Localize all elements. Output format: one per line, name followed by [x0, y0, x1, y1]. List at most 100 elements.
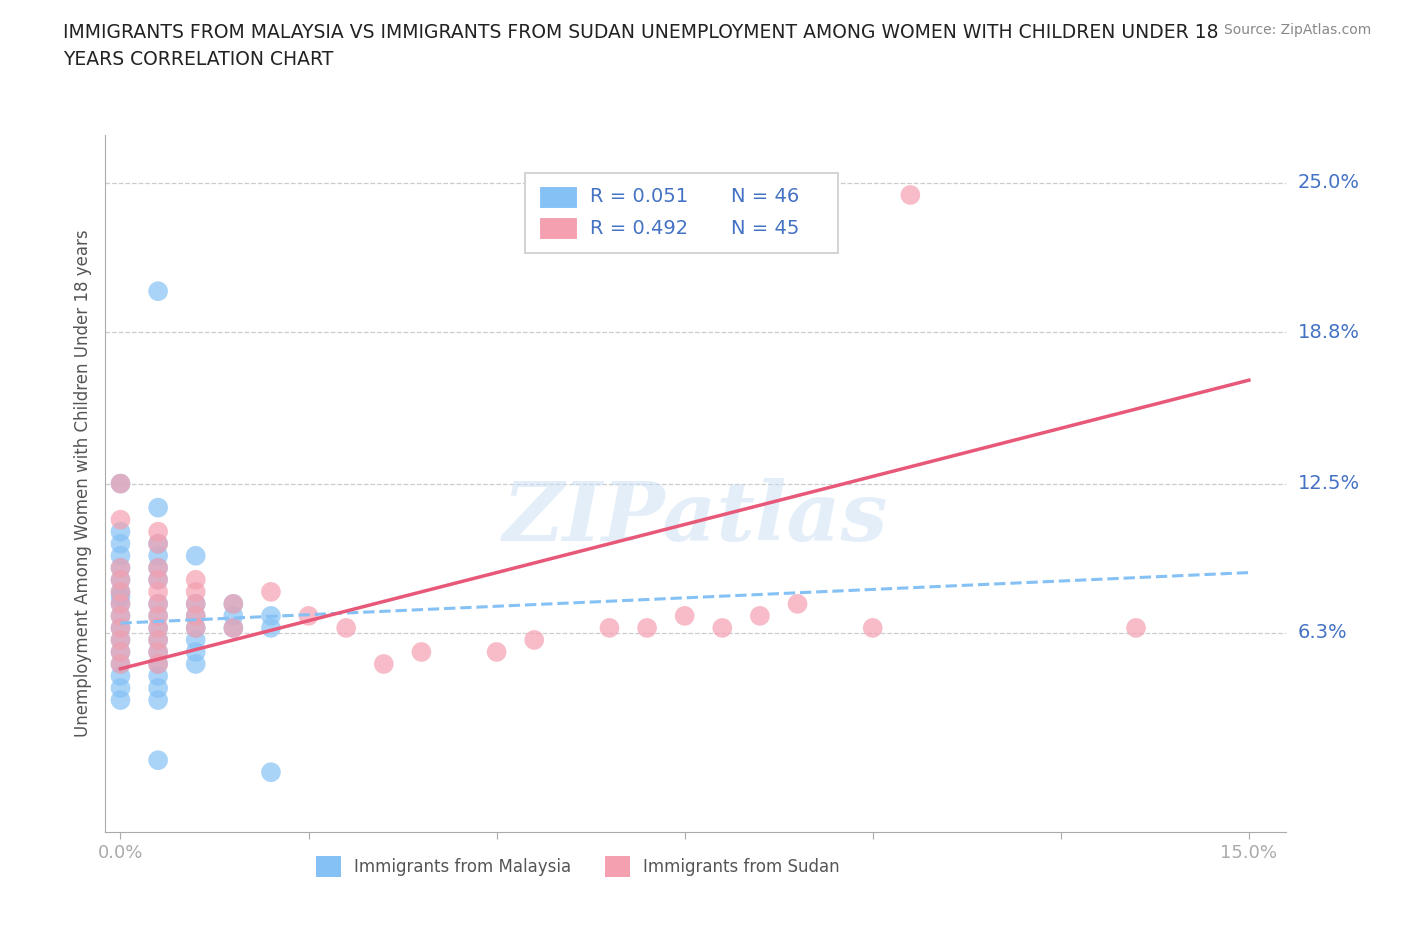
FancyBboxPatch shape — [538, 186, 576, 208]
Point — [146, 537, 169, 551]
Text: 25.0%: 25.0% — [1298, 174, 1360, 193]
Point — [110, 596, 132, 611]
Point — [146, 752, 169, 767]
Point — [184, 572, 207, 587]
Point — [673, 608, 696, 623]
Point — [110, 608, 132, 623]
Point — [146, 572, 169, 587]
Point — [184, 657, 207, 671]
Point — [110, 596, 132, 611]
Point — [146, 644, 169, 659]
Point — [598, 620, 620, 635]
Point — [110, 590, 132, 604]
Point — [110, 693, 132, 708]
Point — [711, 620, 734, 635]
Point — [110, 681, 132, 696]
Point — [146, 584, 169, 599]
Point — [184, 608, 207, 623]
Point — [146, 657, 169, 671]
FancyBboxPatch shape — [538, 218, 576, 240]
Point — [786, 596, 808, 611]
Point — [146, 693, 169, 708]
Point — [184, 584, 207, 599]
Point — [862, 620, 884, 635]
FancyBboxPatch shape — [524, 173, 838, 254]
Point — [146, 681, 169, 696]
Point — [146, 561, 169, 576]
Point — [110, 476, 132, 491]
Point — [146, 561, 169, 576]
Point — [146, 596, 169, 611]
Point — [146, 657, 169, 671]
Point — [146, 608, 169, 623]
Point — [110, 620, 132, 635]
Point — [898, 188, 921, 203]
Point — [110, 584, 132, 599]
Point — [184, 549, 207, 564]
Point — [184, 596, 207, 611]
Point — [146, 620, 169, 635]
Point — [146, 608, 169, 623]
Point — [110, 572, 132, 587]
Point — [110, 512, 132, 527]
Point — [146, 632, 169, 647]
Point — [184, 596, 207, 611]
Point — [146, 525, 169, 539]
Point — [146, 284, 169, 299]
Text: 18.8%: 18.8% — [1298, 323, 1360, 341]
Point — [222, 620, 245, 635]
Point — [222, 596, 245, 611]
Point — [110, 572, 132, 587]
Point — [110, 669, 132, 684]
Point — [110, 561, 132, 576]
Point — [222, 608, 245, 623]
Text: R = 0.051: R = 0.051 — [589, 188, 688, 206]
Point — [373, 657, 395, 671]
Point — [260, 764, 283, 779]
Point — [110, 537, 132, 551]
Point — [184, 620, 207, 635]
Point — [110, 561, 132, 576]
Text: Source: ZipAtlas.com: Source: ZipAtlas.com — [1223, 23, 1371, 37]
Point — [110, 608, 132, 623]
Point — [335, 620, 357, 635]
Point — [146, 632, 169, 647]
Point — [184, 644, 207, 659]
Point — [184, 632, 207, 647]
Text: N = 45: N = 45 — [731, 219, 800, 238]
Point — [260, 620, 283, 635]
Point — [485, 644, 508, 659]
Point — [260, 584, 283, 599]
Point — [110, 584, 132, 599]
Point — [146, 549, 169, 564]
Point — [146, 620, 169, 635]
Point — [146, 596, 169, 611]
Point — [110, 525, 132, 539]
Point — [146, 644, 169, 659]
Text: ZIPatlas: ZIPatlas — [503, 478, 889, 559]
Legend: Immigrants from Malaysia, Immigrants from Sudan: Immigrants from Malaysia, Immigrants fro… — [309, 850, 846, 883]
Point — [523, 632, 546, 647]
Point — [1125, 620, 1147, 635]
Point — [110, 644, 132, 659]
Point — [110, 657, 132, 671]
Text: R = 0.492: R = 0.492 — [589, 219, 688, 238]
Text: IMMIGRANTS FROM MALAYSIA VS IMMIGRANTS FROM SUDAN UNEMPLOYMENT AMONG WOMEN WITH : IMMIGRANTS FROM MALAYSIA VS IMMIGRANTS F… — [63, 23, 1219, 69]
Point — [146, 572, 169, 587]
Point — [110, 620, 132, 635]
Point — [146, 669, 169, 684]
Point — [110, 632, 132, 647]
Point — [184, 620, 207, 635]
Point — [411, 644, 433, 659]
Point — [110, 657, 132, 671]
Point — [184, 608, 207, 623]
Text: 12.5%: 12.5% — [1298, 474, 1360, 493]
Point — [636, 620, 658, 635]
Point — [110, 549, 132, 564]
Point — [146, 500, 169, 515]
Point — [110, 632, 132, 647]
Point — [297, 608, 319, 623]
Text: N = 46: N = 46 — [731, 188, 800, 206]
Point — [110, 476, 132, 491]
Point — [110, 644, 132, 659]
